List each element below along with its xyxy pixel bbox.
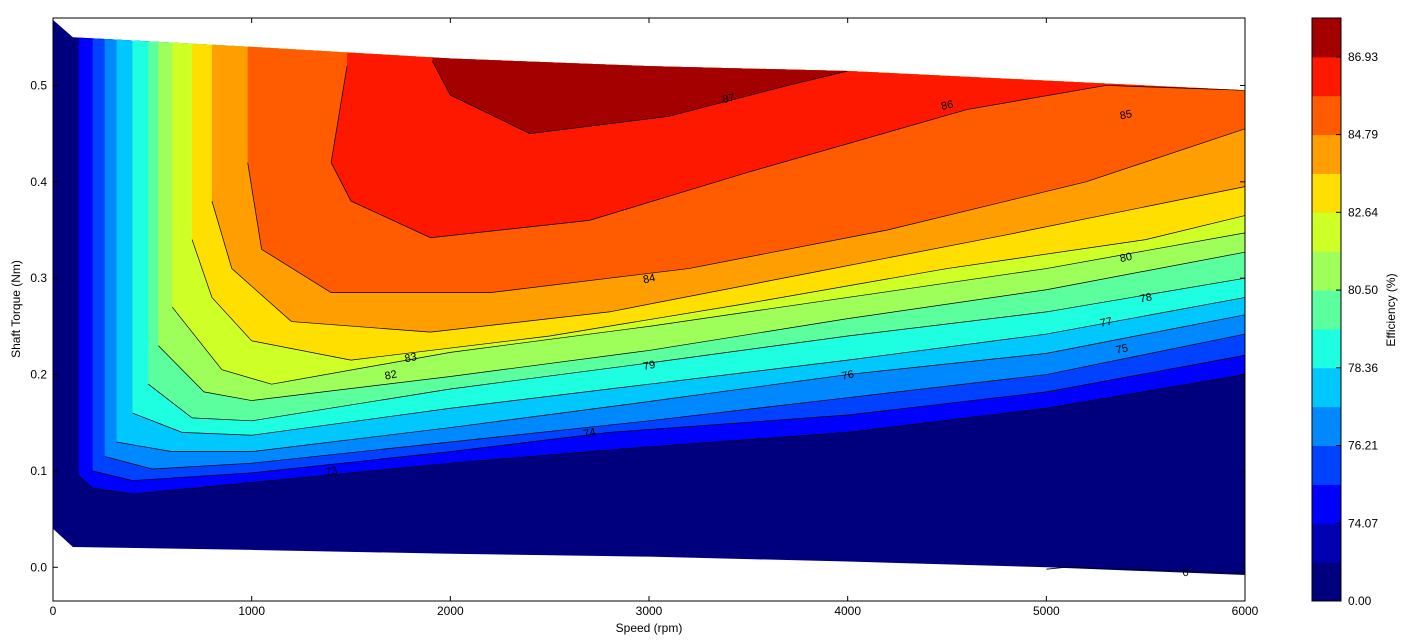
- y-tick-label: 0.0: [30, 560, 47, 574]
- x-tick-label: 0: [50, 604, 57, 618]
- contour-label-80: 80: [1119, 251, 1133, 265]
- colorbar-segment: [1312, 328, 1341, 369]
- contour-line-87: [432, 61, 848, 134]
- contour-label-84: 84: [642, 272, 656, 286]
- contour-line-86: [330, 66, 1245, 239]
- contour-label-78: 78: [1139, 291, 1153, 305]
- contour-line-84: [247, 128, 1245, 293]
- x-axis-ticks: 0 1000 2000 3000 4000 5000 6000: [50, 18, 1259, 618]
- contour-line-0: [1046, 566, 1245, 574]
- contour-label-77: 77: [1099, 315, 1113, 329]
- colorbar-segment: [1312, 251, 1341, 291]
- contour-label-87: 87: [721, 92, 735, 106]
- colorbar-segment: [1312, 95, 1341, 136]
- colorbar-segment: [1312, 56, 1341, 97]
- contour-label-75: 75: [1115, 342, 1129, 356]
- colorbar-frame: [1311, 17, 1342, 602]
- colorbar-segment: [1312, 445, 1341, 485]
- y-axis-title: Shaft Torque (Nm): [9, 260, 23, 358]
- colorbar-segment: [1312, 290, 1341, 330]
- contour-line-76: [116, 314, 1245, 452]
- contour-label-74: 74: [582, 426, 596, 440]
- colorbar-segment: [1312, 484, 1341, 524]
- x-tick-label: 2000: [437, 604, 464, 618]
- y-axis-ticks: 0.0 0.1 0.2 0.3 0.4 0.5: [30, 78, 1245, 574]
- contour-label-0: 0: [1181, 567, 1189, 580]
- colorbar-segment: [1312, 367, 1341, 408]
- x-tick-label: 5000: [1033, 604, 1060, 618]
- contour-line-75: [104, 333, 1245, 470]
- contour-line-79: [158, 251, 1245, 401]
- x-axis-title: Speed (rpm): [616, 621, 683, 635]
- colorbar-segment: [1312, 212, 1341, 252]
- contour-line-73: [78, 374, 1245, 495]
- contour-labels: 73 74 75 76 77 78 79 80 82 83 84 85 86 87 0: [324, 92, 1190, 580]
- plot-area: [53, 19, 1245, 575]
- colorbar-segment: [1312, 562, 1341, 602]
- colorbar-ticks: 0.00 74.07 76.21 78.36 80.50 82.64 84.79 86.93: [1336, 50, 1378, 608]
- y-tick-label: 0.3: [30, 271, 47, 285]
- contour-label-73: 73: [324, 465, 338, 479]
- x-tick-label: 6000: [1232, 604, 1259, 618]
- y-tick-label: 0.2: [30, 368, 47, 382]
- y-tick-label: 0.5: [30, 78, 47, 92]
- colorbar-tick-label: 86.93: [1348, 50, 1378, 64]
- colorbar-tick-label: 80.50: [1348, 283, 1378, 297]
- colorbar: [1311, 17, 1342, 602]
- contour-line-74: [92, 354, 1245, 481]
- colorbar-tick-label: 84.79: [1348, 128, 1378, 142]
- colorbar-tick-label: 0.00: [1348, 594, 1372, 608]
- contour-lines: [78, 61, 1245, 495]
- colorbar-tick-label: 74.07: [1348, 516, 1378, 530]
- x-tick-label: 3000: [636, 604, 663, 618]
- contour-line-80: [171, 232, 1245, 385]
- colorbar-tick-label: 82.64: [1348, 205, 1378, 219]
- contour-label-79: 79: [642, 359, 656, 373]
- colorbar-segment: [1312, 18, 1341, 58]
- colorbar-tick-label: 78.36: [1348, 361, 1378, 375]
- contour-label-83: 83: [404, 351, 418, 365]
- contour-line-82: [191, 215, 1245, 361]
- colorbar-title: Efficiency (%): [1384, 273, 1398, 346]
- contour-bands: [78, 19, 1245, 495]
- colorbar-segment: [1312, 173, 1341, 213]
- contour-label-86: 86: [940, 99, 954, 113]
- colorbar-segment: [1312, 406, 1341, 447]
- colorbar-segment: [1312, 134, 1341, 174]
- x-tick-label: 1000: [238, 604, 265, 618]
- contour-label-82: 82: [384, 368, 398, 382]
- contour-label-76: 76: [841, 368, 855, 382]
- contour-label-85: 85: [1119, 108, 1133, 122]
- y-tick-label: 0.4: [30, 175, 47, 189]
- x-tick-label: 4000: [834, 604, 861, 618]
- colorbar-segment: [1312, 523, 1341, 563]
- y-tick-label: 0.1: [30, 464, 47, 478]
- colorbar-tick-label: 76.21: [1348, 439, 1378, 453]
- contour-line-77: [132, 297, 1245, 436]
- contour-line-83: [211, 186, 1245, 333]
- contour-line-78: [148, 277, 1245, 422]
